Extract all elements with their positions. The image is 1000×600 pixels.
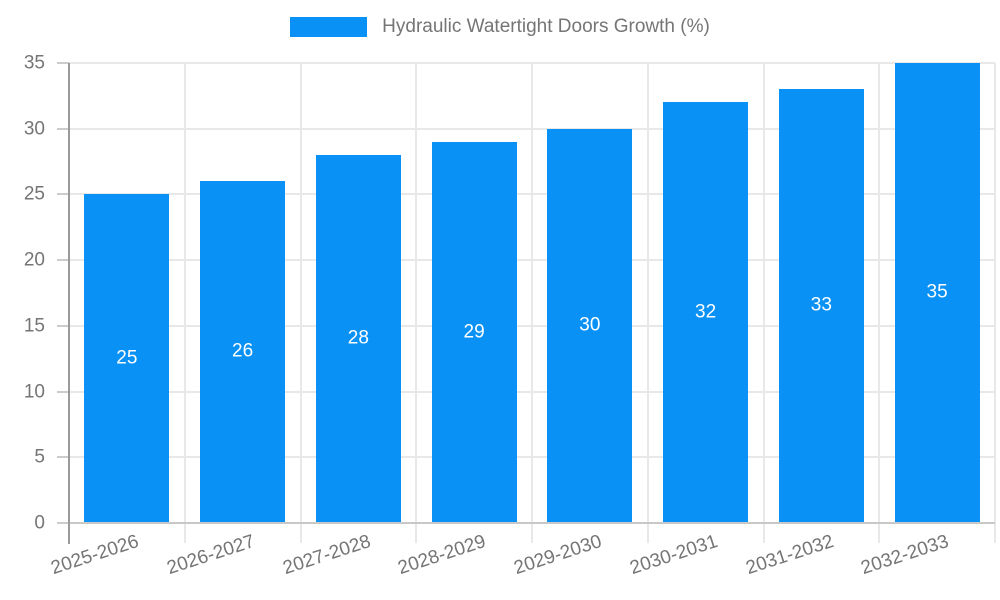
x-tick-label: 2027-2028: [279, 531, 373, 580]
bar-value-label: 32: [695, 301, 717, 323]
bar-value-label: 26: [232, 340, 254, 362]
y-tick-label: 25: [23, 183, 45, 205]
y-tick-mark: [57, 522, 69, 524]
x-tick-mark: [299, 523, 302, 543]
v-gridline: [531, 63, 533, 523]
x-axis-labels: 2025-2026 2026-2027 2027-2028 2028-2029 2029…: [48, 531, 995, 596]
y-tick-mark: [57, 390, 69, 393]
x-tick-mark: [878, 523, 881, 543]
y-axis-line: [68, 63, 70, 544]
y-tick-label: 5: [34, 446, 45, 468]
bar-value-label: 35: [926, 281, 948, 303]
y-tick-mark: [57, 259, 69, 262]
y-tick-label: 30: [23, 118, 45, 140]
legend-series-label: Hydraulic Watertight Doors Growth (%): [382, 16, 710, 37]
legend-swatch-icon: [290, 17, 368, 37]
y-tick-label: 35: [23, 52, 45, 74]
bar-2027-2028: 28: [315, 155, 401, 523]
v-gridline: [762, 63, 765, 523]
bar-2026-2027: 26: [200, 181, 286, 523]
bar-2031-2032: 33: [778, 89, 864, 523]
bar-value-label: 28: [347, 327, 369, 349]
y-tick-label: 0: [34, 512, 45, 534]
y-tick-mark: [57, 456, 69, 459]
bar-value-label: 33: [810, 294, 832, 316]
plot-area: 25 26 28 29 30 32 33 35: [69, 62, 996, 524]
y-tick-mark: [57, 193, 69, 196]
x-tick-label: 2029-2030: [511, 531, 605, 580]
bar-2028-2029: 29: [431, 141, 517, 523]
x-tick-label: 2025-2026: [48, 531, 142, 580]
y-tick-mark: [57, 324, 69, 327]
y-tick-mark: [57, 62, 69, 64]
v-gridline: [299, 63, 302, 523]
x-tick-mark: [183, 523, 186, 543]
y-axis-labels: 0 5 10 15 20 25 30 35: [0, 54, 45, 533]
v-gridline: [878, 63, 881, 523]
bar-2030-2031: 32: [663, 102, 749, 523]
bar-value-label: 29: [463, 321, 485, 343]
h-gridline-0: [69, 522, 995, 524]
v-gridline: [183, 63, 186, 523]
bar-2029-2030: 30: [547, 128, 633, 523]
bar-2025-2026: 25: [84, 194, 170, 523]
x-tick-mark: [762, 523, 765, 543]
x-tick-mark: [531, 523, 533, 543]
v-gridline: [415, 63, 418, 523]
y-tick-label: 15: [23, 315, 45, 337]
v-gridline: [646, 63, 649, 523]
chart-legend[interactable]: Hydraulic Watertight Doors Growth (%): [0, 16, 1000, 38]
x-tick-mark: [646, 523, 649, 543]
x-tick-mark: [994, 523, 996, 543]
y-tick-label: 20: [23, 249, 45, 271]
bar-value-label: 25: [116, 347, 138, 369]
x-tick-label: 2026-2027: [164, 531, 258, 580]
y-tick-mark: [57, 127, 69, 130]
y-axis-ticks: [57, 62, 69, 524]
x-tick-label: 2032-2033: [858, 531, 952, 580]
x-tick-label: 2028-2029: [395, 531, 489, 580]
bar-value-label: 30: [579, 314, 601, 336]
bar-2032-2033: 35: [894, 63, 980, 523]
x-tick-label: 2031-2032: [742, 531, 836, 580]
x-tick-label: 2030-2031: [627, 531, 721, 580]
y-tick-label: 10: [23, 381, 45, 403]
v-gridline: [994, 63, 996, 523]
x-tick-mark: [415, 523, 418, 543]
